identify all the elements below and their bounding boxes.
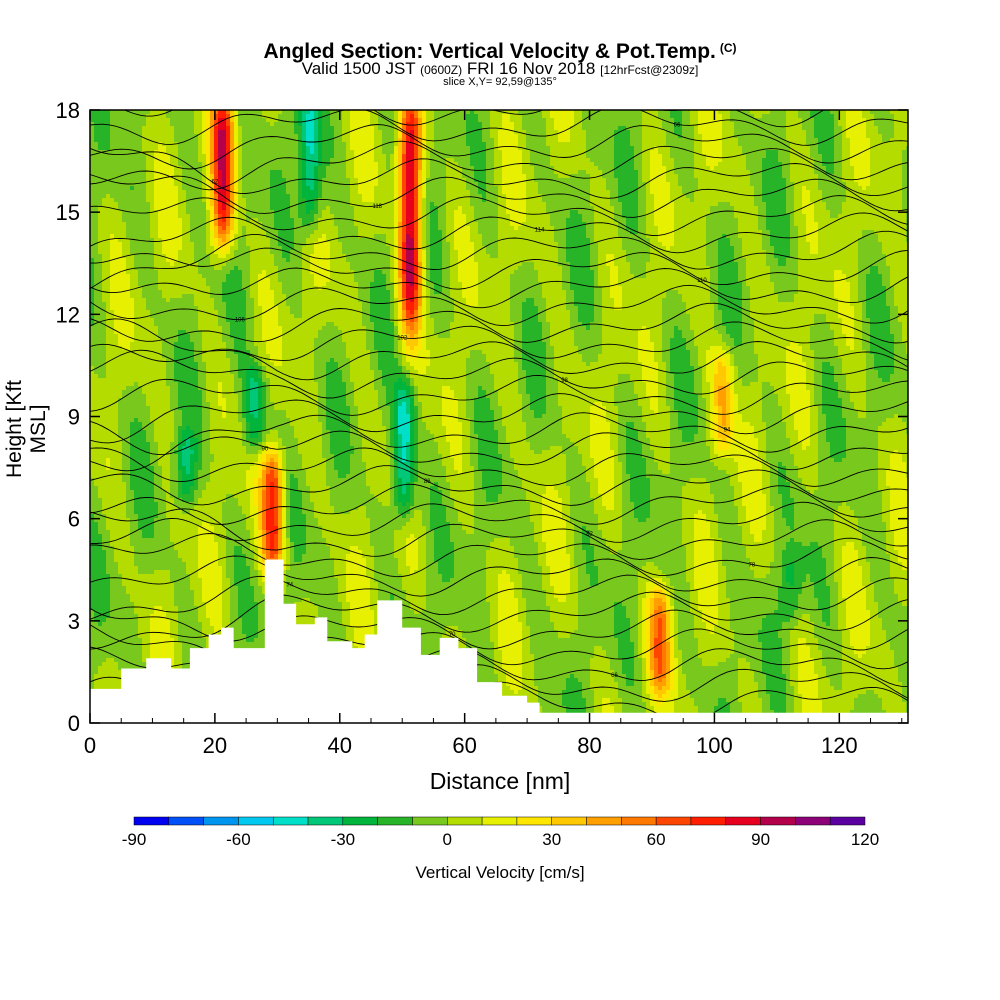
colorbar-swatch (656, 817, 691, 825)
colorbar-swatch (447, 817, 482, 825)
isentrope-label: 86 (424, 479, 431, 485)
colorbar-swatch (587, 817, 622, 825)
colorbar-tick-label: 90 (751, 830, 770, 849)
colorbar-swatch (761, 817, 796, 825)
colorbar-swatch (204, 817, 239, 825)
isentrope-label: 98 (561, 378, 568, 384)
y-tick-label: 6 (68, 507, 80, 532)
isentrope-label: 110 (697, 278, 707, 284)
colorbar-swatch (795, 817, 830, 825)
isentrope-label: 70 (449, 632, 456, 638)
isentrope-label: 66 (674, 122, 681, 128)
isentrope-label: 66 (611, 673, 618, 679)
isentrope-label: 94 (724, 428, 731, 434)
x-tick-label: 80 (577, 733, 601, 758)
y-tick-label: 12 (56, 302, 80, 327)
colorbar-tick-label: 30 (542, 830, 561, 849)
y-tick-label: 15 (56, 200, 80, 225)
x-tick-label: 40 (328, 733, 352, 758)
y-tick-label: 18 (56, 98, 80, 123)
colorbar-swatch (308, 817, 343, 825)
y-axis-label: Height [Kft MSL] (3, 364, 51, 494)
colorbar-tick-label: -60 (226, 830, 251, 849)
colorbar-swatch (552, 817, 587, 825)
isentrope-label: 106 (235, 318, 246, 324)
y-tick-label: 9 (68, 405, 80, 430)
isentrope-label: 90 (261, 447, 268, 453)
isentrope-label: 62 (212, 179, 219, 185)
colorbar-swatch (691, 817, 726, 825)
isentrope-label: 82 (586, 531, 593, 537)
colorbar-swatch (482, 817, 517, 825)
colorbar-swatch (343, 817, 378, 825)
colorbar-swatch (273, 817, 308, 825)
colorbar-swatch (726, 817, 761, 825)
colorbar-swatch (169, 817, 204, 825)
colorbar-swatch (238, 817, 273, 825)
colorbar-tick-label: 120 (851, 830, 879, 849)
colorbar-swatch (134, 817, 169, 825)
x-tick-label: 20 (203, 733, 227, 758)
isentrope-label: 78 (749, 562, 756, 568)
isentrope-label: 118 (372, 204, 382, 210)
x-axis-label: Distance [nm] (0, 768, 1000, 795)
colorbar-tick-label: -90 (122, 830, 147, 849)
x-tick-label: 60 (452, 733, 476, 758)
colorbar-tick-label: 0 (443, 830, 452, 849)
colorbar-swatch (378, 817, 413, 825)
colorbar-swatch (830, 817, 865, 825)
colorbar-swatch (621, 817, 656, 825)
colorbar-swatch (517, 817, 552, 825)
colorbar: -90 -60 -30 0 30 60 90 120 (122, 817, 879, 849)
colorbar-label: Vertical Velocity [cm/s] (0, 863, 1000, 883)
colorbar-tick-label: 60 (647, 830, 666, 849)
isentrope-label: 114 (535, 227, 545, 233)
y-tick-label: 0 (68, 711, 80, 736)
colorbar-tick-label: -30 (331, 830, 356, 849)
isentrope-label: 74 (286, 582, 293, 588)
colorbar-swatch (412, 817, 447, 825)
y-tick-label: 3 (68, 609, 80, 634)
isentrope-label: 102 (397, 336, 408, 342)
x-tick-label: 0 (84, 733, 96, 758)
x-tick-label: 100 (696, 733, 733, 758)
x-tick-label: 120 (821, 733, 858, 758)
